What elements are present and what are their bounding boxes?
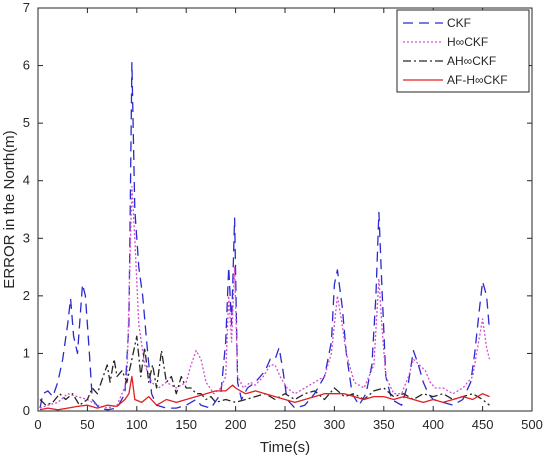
x-tick-label: 150	[175, 417, 197, 432]
x-tick-label: 50	[80, 417, 94, 432]
x-tick-label: 400	[422, 417, 444, 432]
legend-label: CKF	[447, 16, 471, 30]
x-tick-label: 0	[34, 417, 41, 432]
x-tick-label: 200	[225, 417, 247, 432]
legend-label: AH∞CKF	[447, 54, 496, 68]
y-axis-label: ERROR in the North(m)	[1, 130, 18, 288]
series-line-1	[39, 62, 491, 411]
legend: CKF H∞CKF AH∞CKF AF-H∞CKF	[396, 9, 530, 93]
x-tick-label: 450	[472, 417, 494, 432]
y-tick-label: 0	[23, 403, 30, 418]
x-tick-label: 300	[324, 417, 346, 432]
series-layer	[39, 62, 491, 411]
y-tick-label: 4	[23, 173, 30, 188]
legend-box	[396, 9, 530, 93]
y-tick-label: 6	[23, 58, 30, 73]
series-line-2	[39, 185, 491, 409]
series-line-3	[39, 335, 490, 406]
y-tick-label: 2	[23, 288, 30, 303]
legend-label: AF-H∞CKF	[447, 73, 508, 87]
y-tick-label: 7	[23, 0, 30, 15]
x-tick-label: 250	[274, 417, 296, 432]
x-axis-label: Time(s)	[260, 439, 310, 456]
x-tick-label: 100	[126, 417, 148, 432]
axis-layer: 0 50 100 150 200 250 300 350 400 450 500 0 1 2 3 4 5 6 7	[23, 0, 543, 432]
x-tick-label: 500	[521, 417, 543, 432]
legend-label: H∞CKF	[447, 35, 488, 49]
y-tick-label: 5	[23, 115, 30, 130]
series-line-4	[39, 375, 490, 411]
y-tick-label: 1	[23, 345, 30, 360]
y-tick-label: 3	[23, 230, 30, 245]
x-tick-label: 350	[373, 417, 395, 432]
